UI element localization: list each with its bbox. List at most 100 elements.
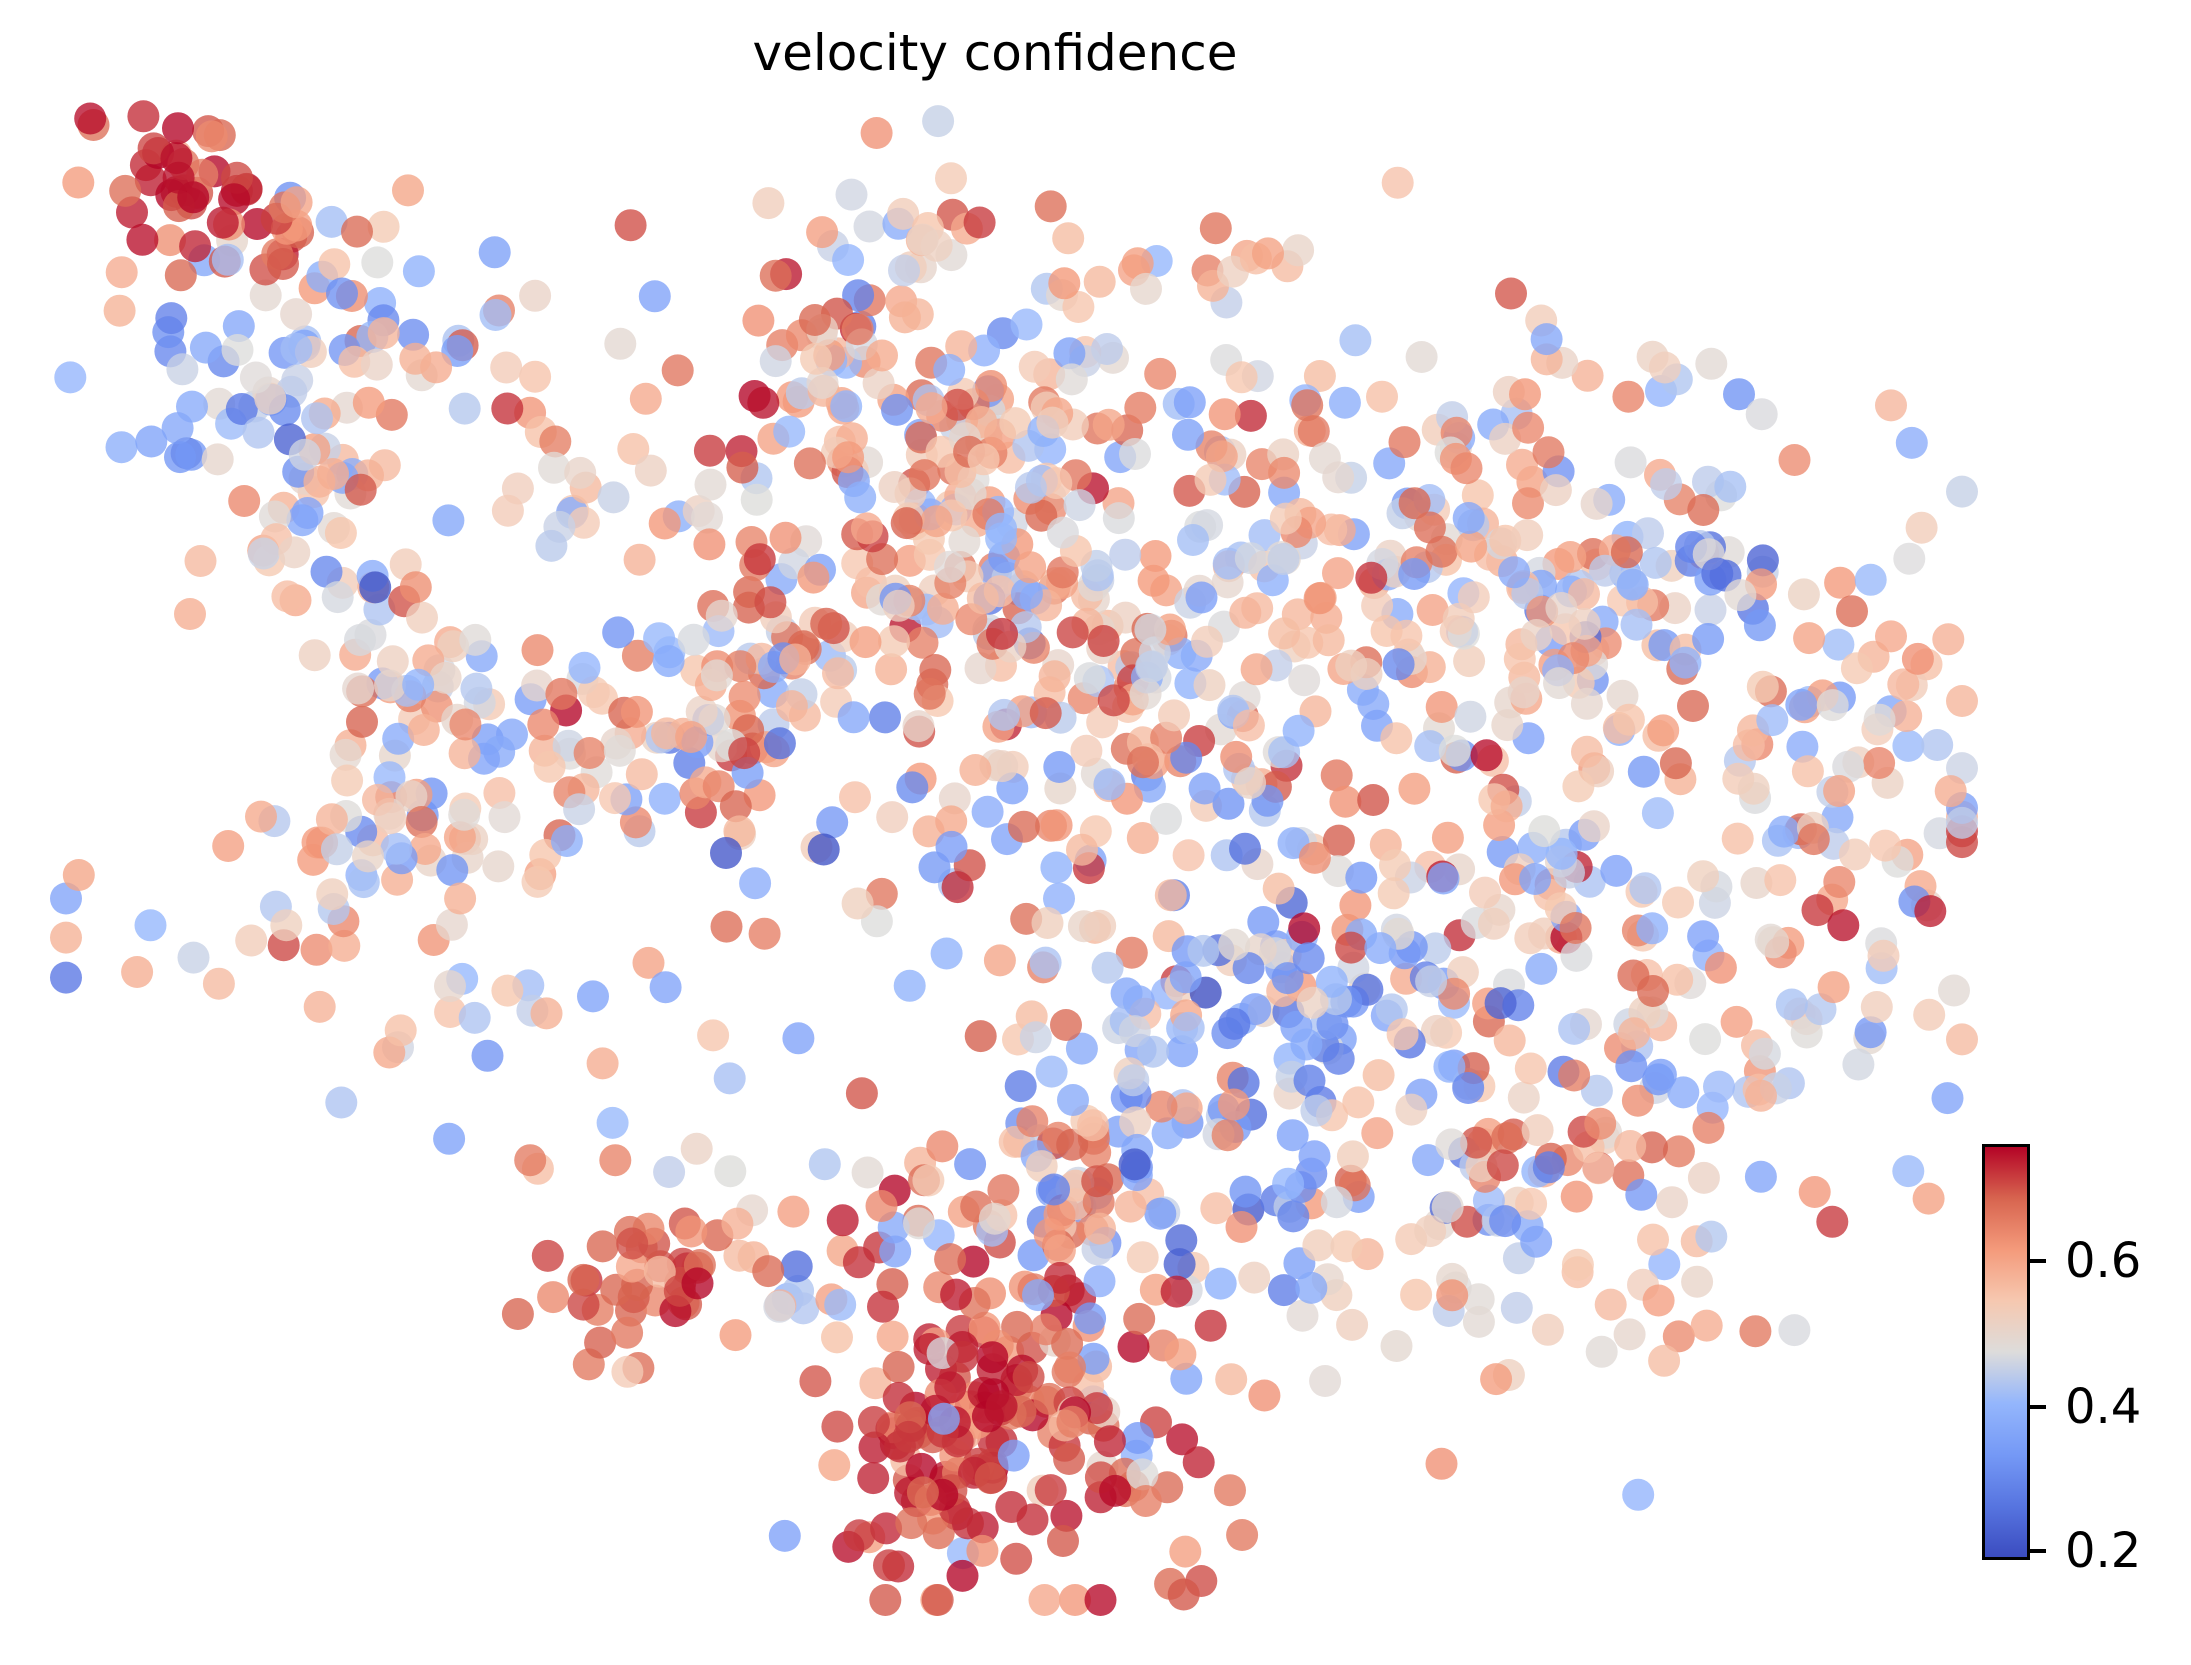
colorbar: 0.6 0.4 0.2 (1982, 1144, 2141, 1579)
data-point (1288, 912, 1321, 945)
data-point (1276, 1119, 1309, 1152)
data-point (303, 990, 336, 1023)
data-point (1600, 854, 1633, 887)
data-point (1084, 1584, 1117, 1616)
data-point (1694, 593, 1727, 626)
data-point (779, 643, 812, 676)
data-point (1007, 810, 1040, 843)
data-point (1558, 1012, 1591, 1045)
data-point (1238, 1261, 1271, 1294)
data-point (1620, 608, 1653, 641)
data-point (862, 367, 895, 400)
data-point (1462, 1283, 1495, 1316)
data-point (908, 459, 941, 492)
data-point (1382, 648, 1415, 681)
data-point (1875, 389, 1907, 422)
data-point (616, 1227, 649, 1260)
data-point (1887, 668, 1920, 701)
data-point (1074, 1302, 1107, 1335)
data-point (1687, 920, 1720, 953)
data-point (1632, 517, 1664, 550)
data-point (1063, 489, 1096, 522)
data-point (1048, 267, 1081, 300)
data-point (1084, 909, 1117, 942)
data-point (934, 1371, 967, 1404)
data-point (448, 798, 481, 831)
data-point (1053, 1443, 1086, 1475)
data-point (1797, 823, 1830, 856)
data-point (564, 456, 597, 489)
data-point (1336, 1308, 1369, 1341)
data-point (1130, 272, 1162, 305)
data-point (1053, 337, 1086, 370)
data-point (1054, 1351, 1086, 1384)
data-point (1282, 234, 1315, 267)
data-point (402, 255, 435, 288)
data-point (1822, 628, 1855, 661)
data-point (913, 677, 946, 710)
data-point (1292, 942, 1325, 975)
data-point (1890, 700, 1923, 732)
data-point (1435, 1128, 1468, 1161)
data-point (586, 1230, 619, 1263)
data-point (651, 717, 683, 750)
data-point (1650, 468, 1683, 501)
data-point (1124, 391, 1157, 424)
data-point (1046, 516, 1079, 549)
data-point (1012, 1361, 1045, 1393)
data-point (50, 882, 82, 915)
data-point (1229, 832, 1261, 865)
data-point (839, 781, 871, 814)
data-point (1158, 699, 1190, 732)
data-point (1137, 564, 1170, 597)
data-point (222, 310, 255, 343)
data-point (675, 1215, 708, 1248)
data-point (964, 1020, 997, 1053)
data-point (189, 331, 222, 364)
data-point (1662, 1320, 1695, 1353)
data-point (1083, 265, 1116, 298)
data-point (1268, 456, 1301, 489)
data-point (105, 256, 138, 289)
data-point (1642, 1284, 1675, 1317)
data-point (661, 354, 694, 387)
data-point (1302, 1229, 1335, 1262)
data-point (162, 161, 195, 194)
data-point (1398, 772, 1431, 805)
data-point (1375, 993, 1408, 1026)
data-point (1637, 1223, 1669, 1256)
data-point (1614, 446, 1647, 479)
data-point (896, 771, 929, 804)
data-point (1506, 448, 1538, 481)
data-point (876, 1320, 909, 1353)
data-point (714, 1155, 747, 1188)
data-point (1212, 787, 1245, 820)
data-point (1539, 474, 1572, 507)
data-point (1431, 1191, 1464, 1223)
data-point (374, 669, 406, 702)
data-point (1269, 502, 1302, 535)
data-point (1531, 1313, 1564, 1346)
data-point (1056, 1128, 1089, 1161)
data-point (460, 672, 493, 705)
data-point (935, 830, 968, 863)
data-point (491, 974, 524, 1007)
data-point (721, 1207, 754, 1240)
data-point (1610, 536, 1643, 569)
data-point (653, 1156, 686, 1188)
data-point (739, 867, 772, 900)
data-point (448, 392, 481, 425)
data-point (1455, 530, 1488, 563)
data-point (1644, 1058, 1677, 1091)
data-point (317, 458, 349, 490)
data-point (837, 701, 870, 734)
data-point (912, 1164, 945, 1197)
data-point (1025, 499, 1058, 532)
data-point (978, 1202, 1011, 1235)
data-point (1091, 951, 1124, 984)
data-point (50, 921, 82, 954)
colorbar-tick-label: 0.2 (2065, 1522, 2142, 1579)
data-point (1577, 810, 1610, 843)
data-point (934, 1243, 967, 1276)
data-point (1545, 592, 1578, 624)
